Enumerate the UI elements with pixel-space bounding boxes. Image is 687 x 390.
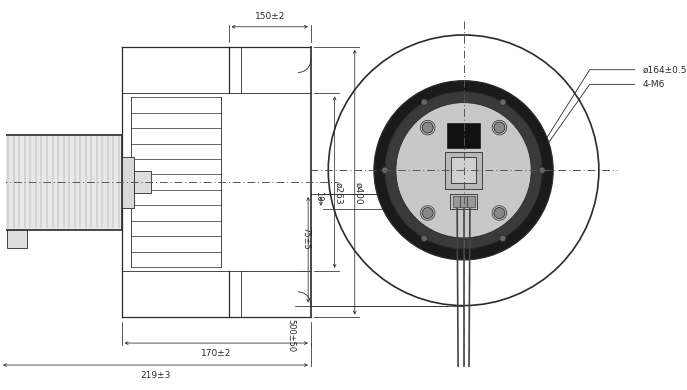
Bar: [135, 171, 151, 193]
Bar: [0, 135, 122, 230]
Circle shape: [499, 235, 506, 241]
Bar: [445, 152, 482, 189]
Text: ø263: ø263: [334, 182, 343, 205]
Bar: [451, 158, 476, 183]
Circle shape: [494, 122, 505, 133]
Text: 150±2: 150±2: [255, 12, 285, 21]
Circle shape: [421, 99, 427, 105]
Text: 4-M6: 4-M6: [643, 80, 665, 89]
Circle shape: [396, 103, 531, 238]
Text: 500±50: 500±50: [286, 319, 295, 352]
Circle shape: [421, 235, 427, 241]
Circle shape: [539, 167, 545, 174]
Bar: [453, 196, 460, 207]
Bar: [450, 194, 477, 209]
Bar: [122, 156, 135, 208]
Bar: [467, 196, 475, 207]
Bar: [447, 123, 480, 148]
Circle shape: [494, 207, 505, 218]
Bar: [8, 230, 27, 248]
Text: 10: 10: [314, 191, 323, 201]
Circle shape: [382, 167, 388, 174]
Circle shape: [423, 207, 433, 218]
Text: 75±5: 75±5: [301, 227, 310, 250]
Circle shape: [423, 122, 433, 133]
Text: ø164±0.5: ø164±0.5: [643, 65, 687, 74]
Circle shape: [374, 81, 553, 260]
Text: 170±2: 170±2: [201, 349, 232, 358]
Text: ø400: ø400: [354, 182, 363, 205]
Circle shape: [385, 92, 542, 249]
Circle shape: [499, 99, 506, 105]
Text: 219±3: 219±3: [140, 371, 170, 380]
Bar: [460, 196, 467, 207]
